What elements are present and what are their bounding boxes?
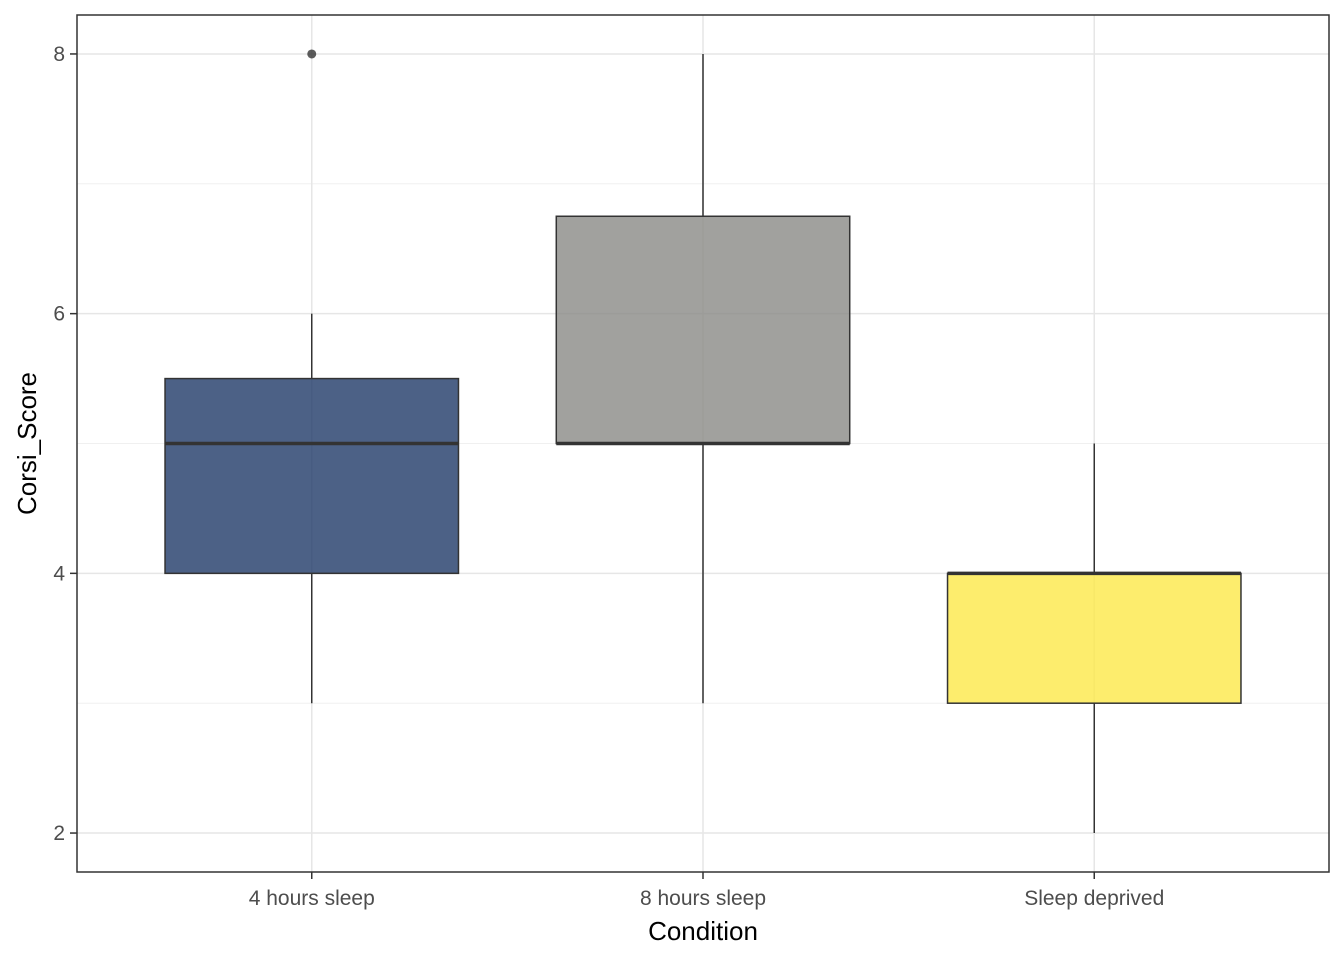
box: [555, 215, 851, 445]
boxes: [164, 49, 1242, 834]
x-tick-label: Sleep deprived: [1024, 887, 1164, 910]
x-tick-label: 4 hours sleep: [249, 887, 375, 910]
box: [164, 377, 460, 575]
y-tick-label: 6: [53, 303, 65, 326]
box-group: [555, 53, 851, 704]
y-axis-title: Corsi_Score: [12, 372, 42, 515]
outlier-point: [307, 49, 317, 59]
axis-ticks: 2 4 6 8 4 hours sleep 8 hours sleep Sleep depr…: [53, 43, 1164, 910]
x-axis-title: Condition: [648, 916, 758, 946]
box: [946, 572, 1242, 704]
y-tick-label: 2: [53, 822, 65, 845]
box-group: [946, 443, 1242, 834]
x-tick-label: 8 hours sleep: [640, 887, 766, 910]
y-tick-label: 4: [53, 562, 65, 585]
y-tick-label: 8: [53, 43, 65, 66]
box-group: [164, 49, 460, 704]
